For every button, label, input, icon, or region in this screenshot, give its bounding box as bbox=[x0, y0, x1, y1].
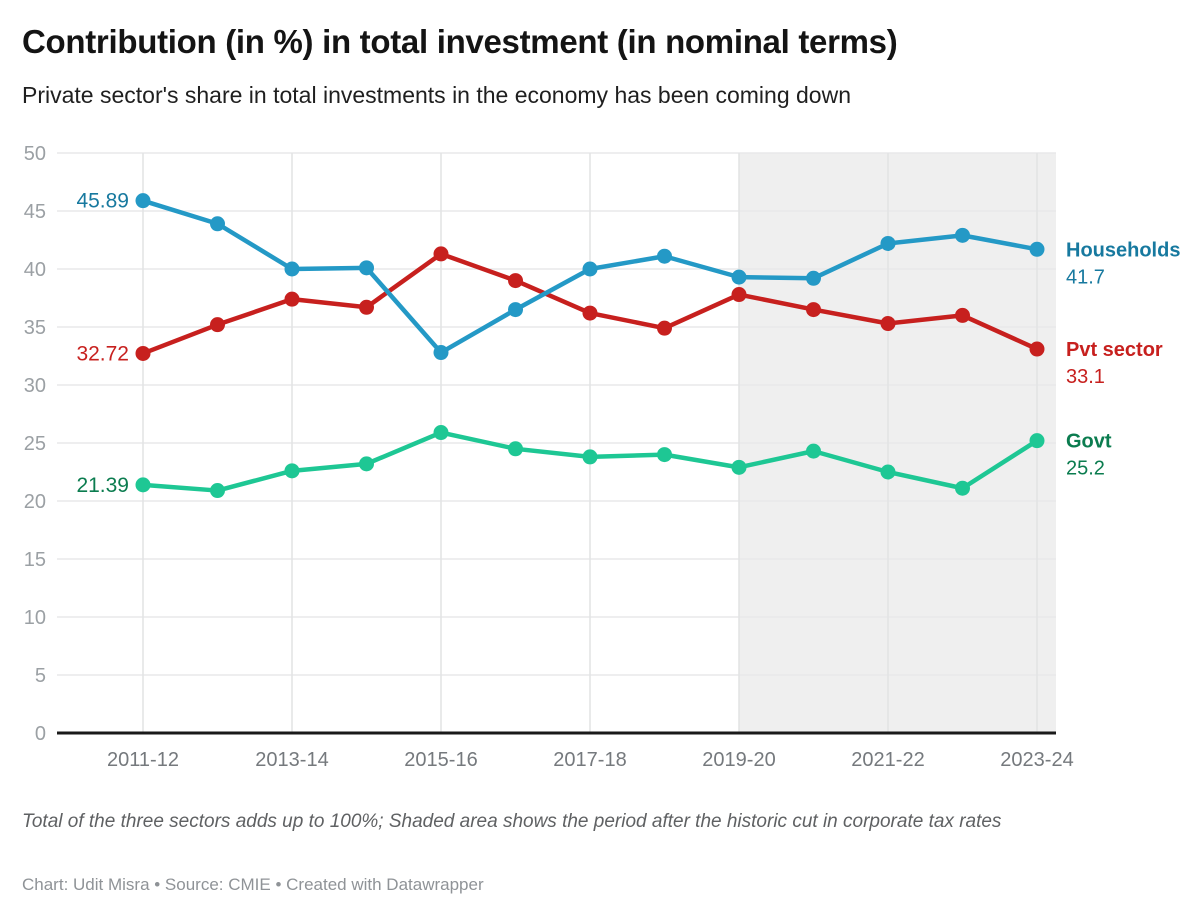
x-axis-tick-label: 2011-12 bbox=[107, 749, 179, 771]
line-chart: 0 5 10 15 20 25 30 35 40 45 50 2011-12 2013-14 2015-1… bbox=[24, 143, 1181, 771]
data-point-pvt-sector bbox=[955, 307, 970, 323]
series-end-value-label-govt: 25.2 bbox=[1066, 458, 1105, 480]
data-point-households bbox=[731, 269, 747, 285]
data-point-govt bbox=[806, 443, 821, 459]
x-axis-tick-label: 2019-20 bbox=[702, 749, 775, 771]
data-point-govt bbox=[955, 480, 970, 496]
x-axis-tick-label: 2021-22 bbox=[851, 749, 924, 771]
data-point-households bbox=[1029, 241, 1045, 257]
y-axis-tick-label: 40 bbox=[24, 259, 46, 281]
series-end-name-label-households: Households bbox=[1066, 239, 1180, 261]
data-point-govt bbox=[731, 459, 747, 475]
y-axis-tick-label: 30 bbox=[24, 375, 46, 397]
y-axis-tick-label: 50 bbox=[24, 143, 46, 165]
data-point-pvt-sector bbox=[284, 291, 300, 307]
data-point-households bbox=[657, 248, 672, 264]
chart-header: Contribution (in %) in total investment … bbox=[22, 20, 1182, 110]
chart-credit: Chart: Udit Misra • Source: CMIE • Creat… bbox=[22, 875, 484, 894]
y-axis-tick-label: 10 bbox=[24, 607, 46, 629]
series-start-value-label-pvt-sector: 32.72 bbox=[76, 342, 129, 365]
data-point-pvt-sector bbox=[657, 320, 672, 336]
y-axis-tick-label: 25 bbox=[24, 433, 46, 455]
data-point-govt bbox=[508, 441, 523, 457]
x-axis-tick-label: 2013-14 bbox=[255, 749, 328, 771]
x-axis-tick-label: 2015-16 bbox=[404, 749, 477, 771]
y-axis-tick-label: 5 bbox=[35, 665, 46, 687]
series-end-value-label-pvt-sector: 33.1 bbox=[1066, 366, 1105, 388]
y-axis-tick-label: 0 bbox=[35, 723, 46, 745]
data-point-pvt-sector bbox=[210, 317, 225, 333]
data-point-pvt-sector bbox=[731, 287, 747, 303]
data-point-households bbox=[582, 261, 598, 277]
y-axis-tick-label: 45 bbox=[24, 201, 46, 223]
data-point-govt bbox=[657, 447, 672, 463]
data-point-households bbox=[135, 193, 151, 209]
data-point-govt bbox=[210, 483, 225, 499]
data-point-pvt-sector bbox=[508, 273, 523, 289]
y-axis-tick-label: 15 bbox=[24, 549, 46, 571]
chart-subtitle: Private sector's share in total investme… bbox=[22, 82, 851, 108]
data-point-govt bbox=[284, 463, 300, 479]
data-point-households bbox=[433, 345, 449, 361]
data-point-govt bbox=[359, 456, 374, 472]
data-point-pvt-sector bbox=[582, 305, 598, 321]
data-point-pvt-sector bbox=[880, 316, 896, 332]
data-point-govt bbox=[1029, 433, 1045, 449]
data-point-households bbox=[210, 216, 225, 232]
data-point-govt bbox=[582, 449, 598, 465]
series-start-value-label-households: 45.89 bbox=[76, 190, 129, 213]
data-point-govt bbox=[433, 425, 449, 441]
data-point-households bbox=[284, 261, 300, 277]
data-point-households bbox=[806, 270, 821, 286]
data-point-govt bbox=[135, 477, 151, 493]
chart-note: Total of the three sectors adds up to 10… bbox=[22, 811, 1002, 832]
data-point-households bbox=[955, 227, 970, 243]
series-end-value-label-households: 41.7 bbox=[1066, 266, 1105, 288]
data-point-households bbox=[359, 260, 374, 276]
data-point-pvt-sector bbox=[433, 246, 449, 262]
x-axis-tick-label: 2017-18 bbox=[553, 749, 626, 771]
x-axis-tick-label: 2023-24 bbox=[1000, 749, 1073, 771]
series-start-value-label-govt: 21.39 bbox=[76, 474, 129, 497]
data-point-govt bbox=[880, 464, 896, 480]
series-end-name-label-govt: Govt bbox=[1066, 431, 1112, 453]
chart-title: Contribution (in %) in total investment … bbox=[22, 23, 898, 60]
data-point-pvt-sector bbox=[135, 345, 151, 361]
y-axis-tick-label: 20 bbox=[24, 491, 46, 513]
data-point-pvt-sector bbox=[1029, 341, 1045, 357]
y-axis-tick-label: 35 bbox=[24, 317, 46, 339]
chart-area: 0 5 10 15 20 25 30 35 40 45 50 2011-12 2013-14 2015-1… bbox=[0, 135, 1200, 795]
data-point-pvt-sector bbox=[359, 299, 374, 315]
series-end-name-label-pvt-sector: Pvt sector bbox=[1066, 339, 1163, 361]
data-point-households bbox=[880, 235, 896, 251]
data-point-pvt-sector bbox=[806, 302, 821, 318]
data-point-households bbox=[508, 302, 523, 318]
